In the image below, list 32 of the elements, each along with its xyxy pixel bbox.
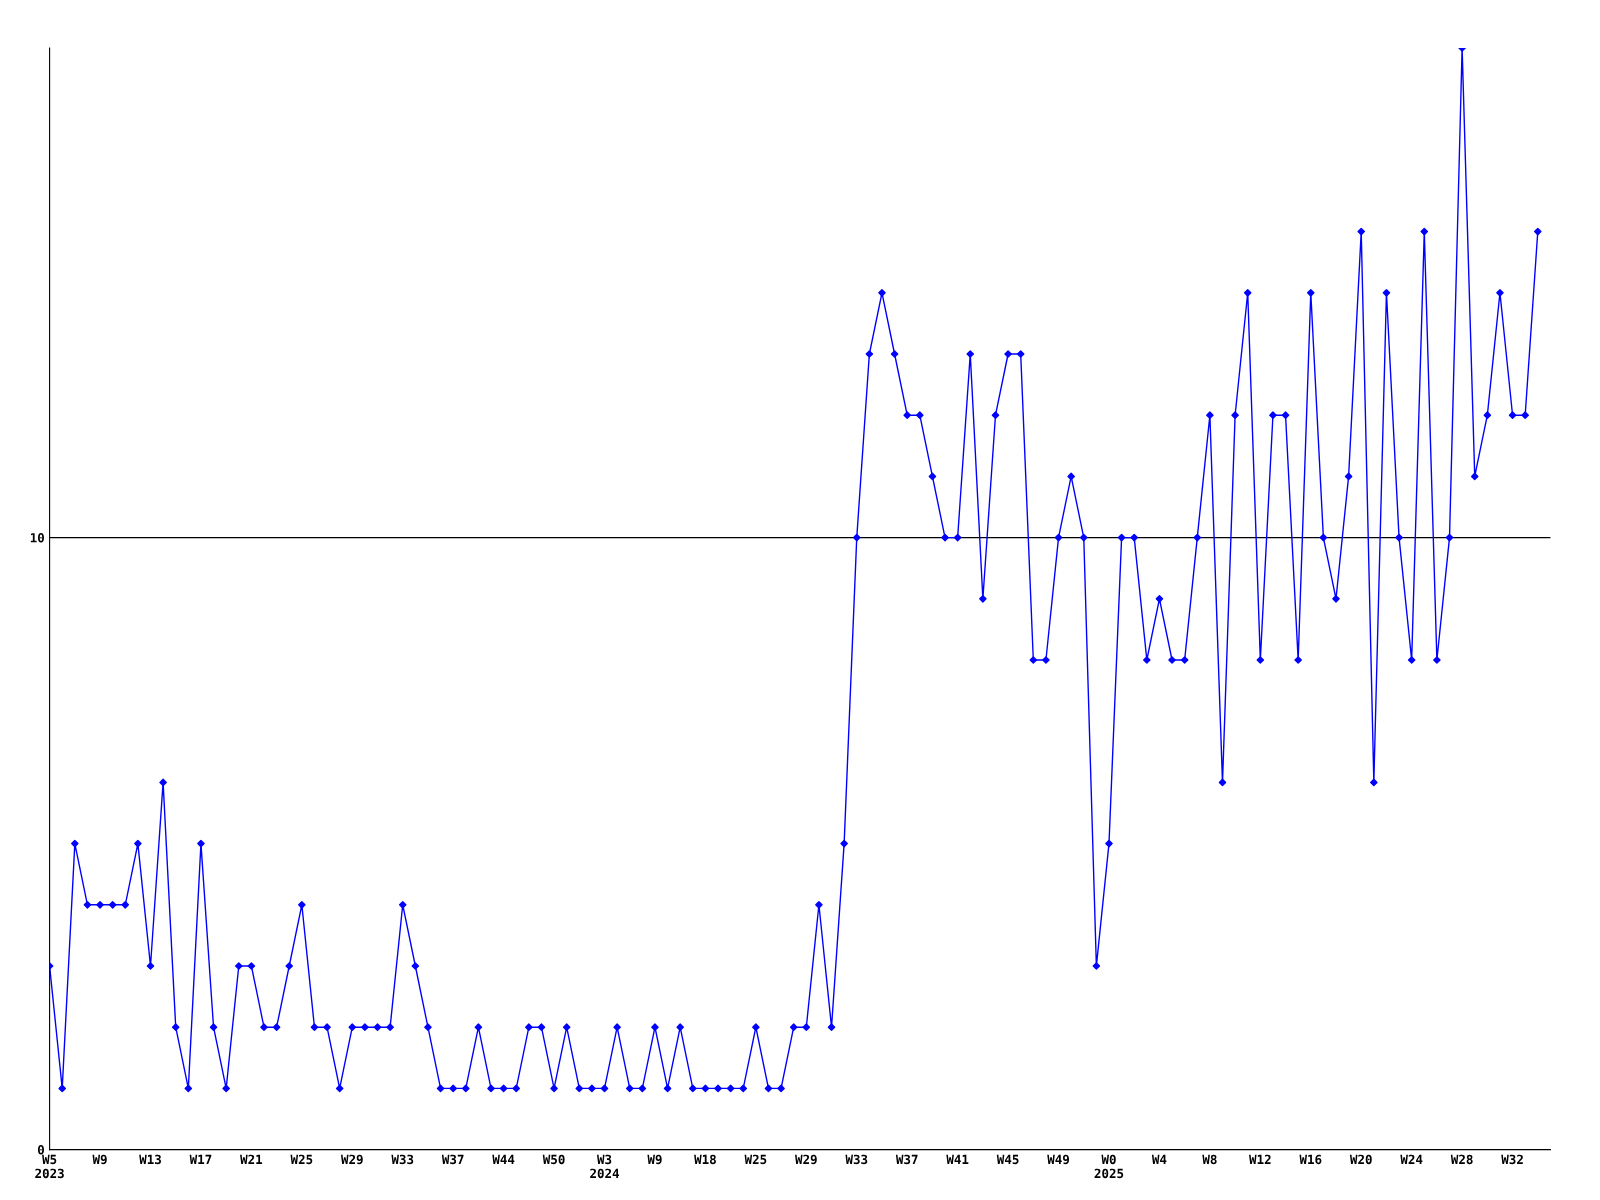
x-tick-label: W49 xyxy=(1047,1154,1070,1165)
x-tick-label: W20 xyxy=(1349,1154,1372,1165)
x-tick-label: W0 2025 xyxy=(1094,1154,1124,1179)
x-tick-label: W29 xyxy=(795,1154,817,1165)
y-tick-label: 0 xyxy=(37,1145,44,1155)
x-tick-label: W9 xyxy=(647,1154,662,1165)
x-tick-label: W33 xyxy=(391,1154,414,1165)
x-tick-label: W41 xyxy=(946,1154,969,1164)
y-tick-label: 10 xyxy=(30,533,44,543)
x-tick-label: W28 xyxy=(1450,1154,1473,1165)
x-tick-label: W16 xyxy=(1299,1154,1322,1165)
x-tick-label: W32 xyxy=(1501,1154,1523,1165)
x-tick-label: W9 xyxy=(92,1154,107,1165)
x-tick-label: W12 xyxy=(1249,1154,1271,1164)
x-tick-label: W33 xyxy=(845,1154,868,1165)
x-tick-label: W17 xyxy=(189,1154,212,1164)
x-tick-label: W13 xyxy=(139,1154,161,1165)
x-tick-label: W44 xyxy=(492,1154,515,1164)
x-tick-label: W25 xyxy=(744,1154,767,1165)
x-tick-label: W4 xyxy=(1151,1154,1167,1164)
x-tick-label: W50 xyxy=(542,1154,565,1165)
x-tick-label: W37 xyxy=(895,1154,918,1165)
x-tick-label: W25 xyxy=(290,1154,313,1165)
x-tick-label: W3 2024 xyxy=(590,1154,620,1179)
x-tick-label: W37 xyxy=(441,1154,464,1165)
x-tick-label: W45 xyxy=(996,1154,1019,1165)
x-tick-label: W5 2023 xyxy=(35,1154,64,1179)
x-tick-label: W8 xyxy=(1202,1154,1217,1165)
x-tick-label: W24 xyxy=(1400,1154,1423,1164)
x-tick-label: W21 xyxy=(240,1154,263,1164)
x-tick-label: W29 xyxy=(340,1154,363,1165)
x-tick-label: W18 xyxy=(694,1154,716,1165)
